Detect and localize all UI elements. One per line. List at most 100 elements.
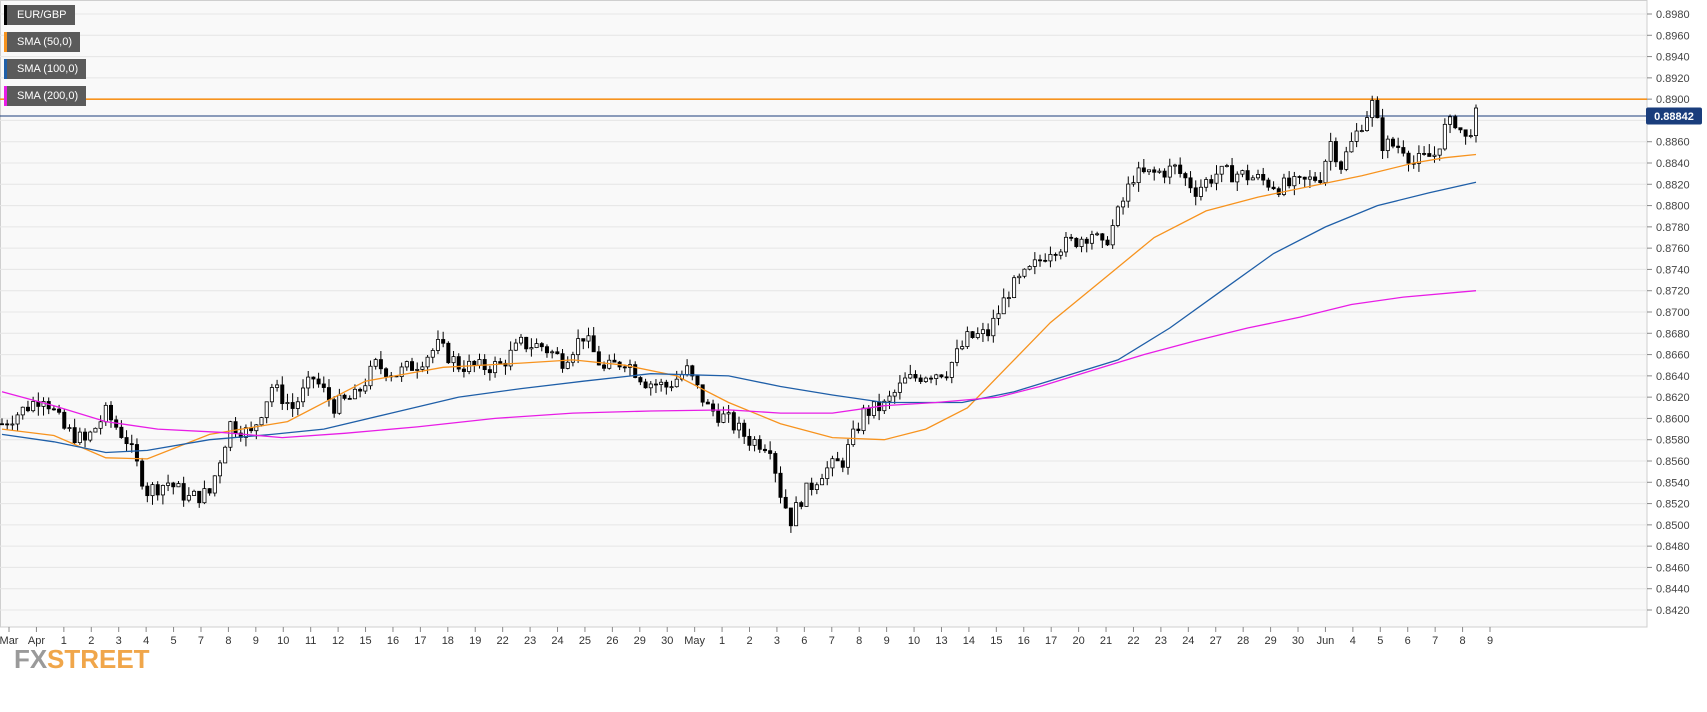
candle-body <box>866 407 871 416</box>
candle-body <box>1375 100 1380 119</box>
candle <box>1183 171 1188 186</box>
candle-body <box>1141 167 1146 173</box>
y-tick-label: 0.8700 <box>1656 307 1690 319</box>
x-tick-label: 5 <box>170 635 176 647</box>
y-tick-label: 0.8560 <box>1656 456 1690 468</box>
x-tick-label: 5 <box>1377 635 1383 647</box>
candle-body <box>778 472 783 498</box>
candle <box>1235 171 1240 191</box>
candle <box>674 370 679 388</box>
y-tick-label: 0.8480 <box>1656 541 1690 553</box>
candle <box>217 460 222 484</box>
candle-body <box>108 404 113 421</box>
candle-body <box>1276 188 1281 195</box>
candle-body <box>207 488 212 494</box>
legend-item-sma50[interactable]: SMA (50,0) <box>4 32 81 52</box>
x-tick-label: 24 <box>551 635 563 647</box>
candle <box>1302 176 1307 188</box>
candle <box>544 344 549 358</box>
candle-body <box>430 350 435 358</box>
y-tick-label: 0.8740 <box>1656 264 1690 276</box>
x-tick-label: 29 <box>1264 635 1276 647</box>
candle-body <box>1230 165 1235 183</box>
candle-body <box>306 376 311 389</box>
candle <box>311 376 316 389</box>
candle-body <box>342 394 347 399</box>
legend-item-eurgbp[interactable]: EUR/GBP <box>4 5 75 25</box>
candle-body <box>1453 116 1458 129</box>
candle-body <box>1027 266 1032 270</box>
candle <box>493 356 498 378</box>
legend-item-sma100[interactable]: SMA (100,0) <box>4 59 87 79</box>
candle <box>1385 135 1390 159</box>
candle <box>534 338 539 349</box>
candle <box>228 420 233 452</box>
candle-body <box>1344 151 1349 170</box>
candle-body <box>1307 176 1312 180</box>
candle <box>62 409 67 430</box>
candle <box>1115 205 1120 228</box>
candle-body <box>1365 117 1370 131</box>
candle <box>1001 288 1006 315</box>
candle <box>773 451 778 483</box>
y-tick-label: 0.8980 <box>1656 9 1690 21</box>
candle-body <box>1167 165 1172 178</box>
candle <box>1136 161 1141 192</box>
candle-body <box>311 376 316 380</box>
candle-body <box>1240 170 1245 175</box>
y-tick-label: 0.8780 <box>1656 222 1690 234</box>
candle <box>285 393 290 411</box>
candle-body <box>1110 225 1115 246</box>
x-tick-label: 20 <box>1072 635 1084 647</box>
x-tick-label: 28 <box>1237 635 1249 647</box>
candle <box>1193 180 1198 206</box>
candle <box>410 357 415 371</box>
candle-body <box>1048 253 1053 262</box>
candle-body <box>264 401 269 418</box>
candle-body <box>596 351 601 366</box>
candle-body <box>980 329 985 335</box>
candle-body <box>498 361 503 364</box>
candle-body <box>233 421 238 434</box>
candle-body <box>529 347 534 350</box>
candle-body <box>1209 179 1214 184</box>
candle-body <box>1204 179 1209 188</box>
candle <box>513 338 518 352</box>
candle <box>1048 246 1053 268</box>
candle-body <box>508 349 513 367</box>
candle-body <box>0 423 5 426</box>
candle <box>373 357 378 370</box>
candle <box>446 341 451 364</box>
x-tick-label: 19 <box>469 635 481 647</box>
candle-body <box>991 317 996 337</box>
candle <box>1318 172 1323 185</box>
candle-body <box>1390 138 1395 147</box>
candle <box>851 420 856 447</box>
candle <box>1416 145 1421 172</box>
candle-body <box>1001 297 1006 315</box>
candle-body <box>996 313 1001 319</box>
candle-body <box>259 417 264 426</box>
candle <box>15 412 20 432</box>
legend-item-sma200[interactable]: SMA (200,0) <box>4 86 87 106</box>
candle-body <box>352 388 357 400</box>
candle <box>145 482 150 503</box>
candle <box>591 327 596 353</box>
candle-body <box>1256 174 1261 179</box>
candle-body <box>1318 180 1323 183</box>
candle-body <box>773 453 778 474</box>
candle <box>155 481 160 501</box>
y-tick-label: 0.8420 <box>1656 605 1690 617</box>
candle-body <box>519 336 524 344</box>
candle-body <box>794 502 799 527</box>
candle-body <box>1245 170 1250 181</box>
candle-body <box>332 399 337 414</box>
candle <box>830 455 835 477</box>
candle-body <box>1198 186 1203 197</box>
candle <box>1053 252 1058 262</box>
x-tick-label: 14 <box>963 635 975 647</box>
candle <box>1022 268 1027 279</box>
candle <box>1328 132 1333 171</box>
candle-body <box>1038 259 1043 262</box>
candle-body <box>534 343 539 349</box>
